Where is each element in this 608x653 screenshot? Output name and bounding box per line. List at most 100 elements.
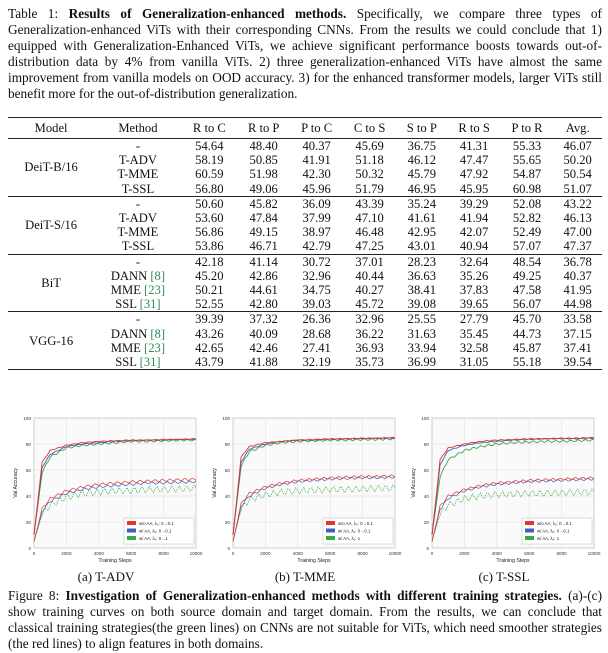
- citation-link[interactable]: [31]: [139, 355, 161, 370]
- legend-label: w/o AA, λ₀: 0→0.1: [537, 521, 572, 526]
- value-cell: 47.25: [355, 239, 384, 254]
- method-cell: T-SSL: [121, 239, 155, 254]
- value-cell: 49.15: [249, 225, 278, 240]
- value-cell: 25.55: [407, 312, 437, 327]
- value-cell: 55.65: [512, 153, 542, 168]
- subcaption-c: (c) T-SSL: [478, 569, 530, 584]
- table-row: MME [23] 50.21 44.61 34.75 40.27 38.41 37.83 47…: [8, 283, 602, 297]
- y-tick-label: 20: [424, 520, 430, 525]
- x-axis-label: Training Steps: [98, 558, 132, 564]
- legend-swatch: [127, 528, 136, 533]
- table-body: DeiT-B/16 - 54.64 48.40 40.37 45.69 36.75 41.31…: [8, 139, 602, 370]
- series-line: [33, 480, 197, 542]
- value-cell: 32.64: [459, 254, 489, 269]
- column-header: Model: [34, 121, 68, 135]
- method-cell: MME [23]: [110, 283, 166, 298]
- value-cell: 31.05: [459, 355, 489, 370]
- value-cell: 37.83: [459, 283, 489, 298]
- series-line: [33, 484, 197, 542]
- value-cell: 47.47: [459, 153, 489, 168]
- x-tick-label: 2000: [459, 551, 470, 556]
- table-row: T-SSL 53.86 46.71 42.79 47.25 43.01 40.94 57.07…: [8, 239, 602, 254]
- column-header: Avg.: [565, 121, 590, 135]
- y-tick-label: 100: [421, 416, 429, 421]
- series-line: [232, 474, 396, 542]
- value-cell: 32.19: [302, 355, 331, 370]
- citation-link[interactable]: [31]: [139, 297, 161, 312]
- value-cell: 41.88: [249, 355, 278, 370]
- value-cell: 57.07: [512, 239, 542, 254]
- table-row: T-MME 56.86 49.15 38.97 46.48 42.95 42.07 52.49…: [8, 225, 602, 239]
- table-row: T-ADV 53.60 47.84 37.99 47.10 41.61 41.94 52.82…: [8, 211, 602, 225]
- legend-swatch: [326, 536, 335, 540]
- table-row: DeiT-S/16 - 50.60 45.82 36.09 43.39 35.24 39.29…: [8, 196, 602, 232]
- x-tick-label: 4000: [94, 551, 105, 556]
- value-cell: 42.65: [195, 340, 224, 355]
- series-line: [232, 437, 396, 536]
- value-cell: 47.00: [563, 225, 592, 240]
- citation-link[interactable]: [23]: [144, 283, 166, 298]
- value-cell: 35.26: [459, 268, 489, 283]
- y-tick-label: 0: [227, 546, 230, 551]
- legend-label: w/o AA, λ₀: 0→0.1: [338, 521, 373, 526]
- x-tick-label: 6000: [325, 551, 336, 556]
- value-cell: 30.72: [302, 254, 331, 269]
- x-tick-label: 2000: [61, 551, 72, 556]
- value-cell: 50.32: [355, 167, 384, 182]
- value-cell: 39.39: [195, 312, 224, 327]
- citation-link[interactable]: [23]: [144, 340, 166, 355]
- x-tick-label: 0: [33, 551, 36, 556]
- value-cell: 53.60: [195, 211, 224, 226]
- citation-link[interactable]: [8]: [150, 268, 166, 283]
- value-cell: 49.25: [512, 268, 542, 283]
- value-cell: 55.33: [512, 139, 542, 153]
- legend-swatch: [127, 536, 136, 540]
- y-tick-label: 0: [426, 546, 429, 551]
- column-header: R to P: [247, 121, 280, 135]
- series-line: [431, 438, 595, 536]
- value-cell: 48.54: [512, 254, 542, 269]
- value-cell: 51.07: [563, 181, 592, 196]
- method-cell: -: [135, 196, 141, 211]
- value-cell: 55.18: [512, 355, 542, 370]
- value-cell: 40.44: [355, 268, 384, 283]
- value-cell: 41.31: [459, 139, 489, 153]
- value-cell: 27.79: [459, 312, 489, 327]
- legend-label: w/ AA, λ₀: 0→0.1: [338, 529, 371, 534]
- value-cell: 42.80: [249, 297, 278, 312]
- value-cell: 46.13: [563, 211, 592, 226]
- y-tick-label: 20: [225, 520, 231, 525]
- figure-caption-text: (a)-(c) show training curves on both sou…: [8, 588, 603, 651]
- value-cell: 56.07: [512, 297, 542, 312]
- value-cell: 42.46: [249, 340, 278, 355]
- table-row: DeiT-B/16 - 54.64 48.40 40.37 45.69 36.75 41.31…: [8, 139, 602, 174]
- value-cell: 39.29: [459, 196, 489, 211]
- legend-label: w/ AA, λ₀: 1: [537, 536, 560, 541]
- value-cell: 37.99: [302, 211, 331, 226]
- value-cell: 43.26: [195, 326, 224, 341]
- value-cell: 43.79: [195, 355, 224, 370]
- y-axis-label: Val Accuracy: [212, 468, 218, 498]
- table-row: VGG-16 - 39.39 37.32 26.36 32.96 25.55 27.79 45.…: [8, 311, 602, 348]
- x-tick-label: 10000: [588, 551, 601, 556]
- legend-label: w/ AA, λ₀: 0→1: [139, 536, 168, 541]
- table-header-row: Model Method R to C R to P P to C C to S S to …: [8, 117, 602, 139]
- model-cell: DeiT-S/16: [25, 218, 78, 233]
- series-line: [431, 488, 595, 542]
- series-line: [431, 436, 595, 536]
- value-cell: 46.71: [249, 239, 278, 254]
- legend-label: w/ AA, λ₀: 1: [338, 536, 361, 541]
- x-axis-label: Training Steps: [297, 558, 331, 564]
- x-tick-label: 0: [431, 551, 434, 556]
- value-cell: 52.08: [512, 196, 542, 211]
- value-cell: 45.70: [512, 312, 542, 327]
- value-cell: 43.39: [355, 196, 384, 211]
- legend-swatch: [525, 521, 534, 525]
- y-tick-label: 40: [26, 494, 32, 499]
- value-cell: 52.82: [512, 211, 542, 226]
- citation-link[interactable]: [8]: [150, 326, 166, 341]
- value-cell: 43.01: [407, 239, 437, 254]
- value-cell: 44.73: [512, 326, 542, 341]
- table-row: SSL [31] 52.55 42.80 39.03 45.72 39.08 39.65 56…: [8, 297, 602, 312]
- value-cell: 31.63: [407, 326, 437, 341]
